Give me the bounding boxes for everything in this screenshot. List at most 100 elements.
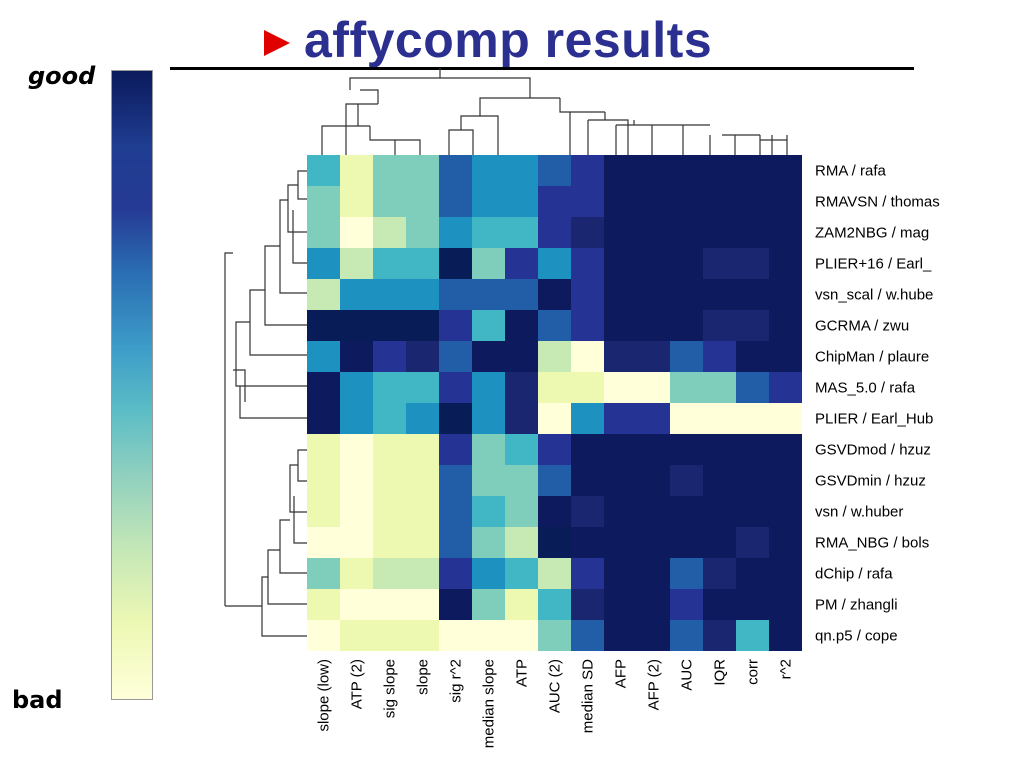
heatmap-cell (703, 310, 736, 341)
column-label: AUC (2) (547, 659, 564, 713)
heatmap-cell (736, 310, 769, 341)
heatmap-cell (637, 558, 670, 589)
column-label: corr (745, 659, 762, 685)
heatmap-cell (538, 217, 571, 248)
column-label: median SD (580, 659, 597, 733)
heatmap-cell (406, 217, 439, 248)
column-label: AUC (679, 659, 696, 691)
heatmap-cell (439, 217, 472, 248)
heatmap-cell (703, 403, 736, 434)
heatmap-cell (373, 310, 406, 341)
heatmap-cell (703, 620, 736, 651)
column-label: slope (low) (316, 659, 333, 732)
heatmap-cell (703, 217, 736, 248)
heatmap-cell (439, 527, 472, 558)
heatmap-cell (604, 558, 637, 589)
heatmap-cell (340, 279, 373, 310)
title-text: affycomp results (304, 12, 713, 68)
row-label: RMAVSN / thomas (815, 194, 940, 211)
heatmap-cell (670, 279, 703, 310)
heatmap-cell (571, 403, 604, 434)
column-label: ATP (2) (349, 659, 366, 709)
heatmap-cell (439, 279, 472, 310)
heatmap-cell (670, 465, 703, 496)
heatmap-cell (538, 620, 571, 651)
heatmap-cell (340, 527, 373, 558)
heatmap-cell (505, 155, 538, 186)
heatmap-cell (505, 527, 538, 558)
column-dendrogram (321, 68, 788, 155)
heatmap-cell (637, 527, 670, 558)
heatmap-cell (307, 248, 340, 279)
heatmap-cell (340, 496, 373, 527)
heatmap-cell (703, 279, 736, 310)
heatmap-cell (340, 589, 373, 620)
heatmap-cell (769, 279, 802, 310)
heatmap-cell (307, 496, 340, 527)
column-label: sig r^2 (448, 659, 465, 703)
heatmap-cell (472, 155, 505, 186)
heatmap-cell (472, 279, 505, 310)
heatmap-cell (604, 186, 637, 217)
heatmap-cell (340, 465, 373, 496)
heatmap-cell (736, 279, 769, 310)
column-label: slope (415, 659, 432, 695)
heatmap-cell (637, 155, 670, 186)
heatmap-cell (307, 620, 340, 651)
heatmap-cell (472, 372, 505, 403)
heatmap-cell (472, 465, 505, 496)
heatmap-cell (670, 248, 703, 279)
heatmap-cell (670, 186, 703, 217)
heatmap-cell (736, 155, 769, 186)
heatmap-cell (340, 248, 373, 279)
heatmap-cell (538, 341, 571, 372)
heatmap-cell (736, 558, 769, 589)
heatmap-cell (307, 403, 340, 434)
heatmap-cell (472, 341, 505, 372)
heatmap-cell (406, 403, 439, 434)
heatmap-cell (538, 434, 571, 465)
heatmap-cell (406, 248, 439, 279)
heatmap-cell (604, 589, 637, 620)
heatmap-cell (703, 434, 736, 465)
heatmap-cell (769, 248, 802, 279)
heatmap-cell (769, 372, 802, 403)
heatmap-cell (373, 465, 406, 496)
heatmap-cell (406, 527, 439, 558)
heatmap-cell (439, 341, 472, 372)
heatmap-cell (769, 527, 802, 558)
heatmap-cell (307, 434, 340, 465)
heatmap-cell (307, 310, 340, 341)
heatmap-cell (373, 558, 406, 589)
heatmap-cell (439, 248, 472, 279)
row-label: GCRMA / zwu (815, 318, 909, 335)
column-label: ATP (514, 659, 531, 687)
heatmap-cell (604, 155, 637, 186)
heatmap-cell (736, 186, 769, 217)
heatmap-cell (670, 341, 703, 372)
heatmap-cell (439, 403, 472, 434)
heatmap-cell (571, 155, 604, 186)
heatmap-cell (439, 558, 472, 589)
heatmap-cell (769, 186, 802, 217)
heatmap-cell (505, 558, 538, 589)
heatmap-cell (571, 434, 604, 465)
heatmap-cell (769, 589, 802, 620)
heatmap-cell (472, 620, 505, 651)
heatmap-cell (604, 620, 637, 651)
heatmap-cell (505, 372, 538, 403)
heatmap-cell (637, 372, 670, 403)
row-label: GSVDmin / hzuz (815, 473, 926, 490)
heatmap-cell (472, 248, 505, 279)
heatmap-cell (307, 279, 340, 310)
column-label: AFP (613, 659, 630, 688)
heatmap-cell (637, 217, 670, 248)
heatmap-cell (340, 310, 373, 341)
heatmap-cell (505, 589, 538, 620)
heatmap-cell (373, 589, 406, 620)
heatmap-cell (703, 558, 736, 589)
heatmap-cell (307, 589, 340, 620)
row-label: dChip / rafa (815, 566, 893, 583)
heatmap-cell (406, 279, 439, 310)
